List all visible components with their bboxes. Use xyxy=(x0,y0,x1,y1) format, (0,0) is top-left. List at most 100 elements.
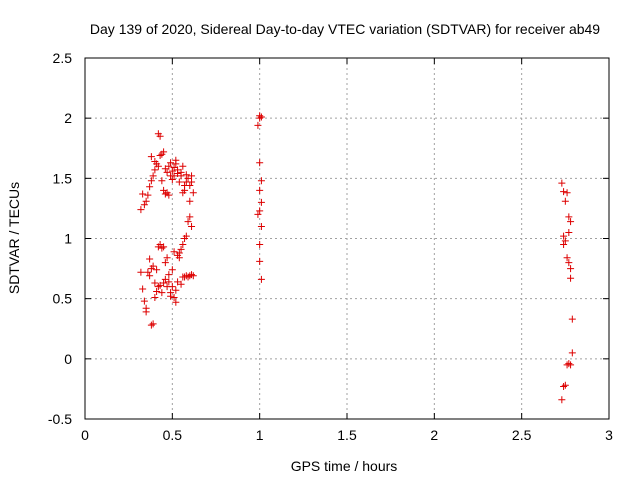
data-point xyxy=(182,232,190,240)
y-tick-label: -0.5 xyxy=(48,411,72,427)
data-point xyxy=(257,177,265,185)
data-point xyxy=(158,289,166,297)
data-point xyxy=(560,241,568,249)
data-point xyxy=(179,241,187,249)
x-tick-label: 1 xyxy=(256,427,264,443)
data-point xyxy=(172,298,180,306)
data-point xyxy=(149,262,157,270)
data-point xyxy=(156,132,164,140)
data-point xyxy=(158,177,166,185)
data-point xyxy=(146,272,154,280)
data-point xyxy=(565,259,573,267)
data-point xyxy=(137,206,145,214)
data-point xyxy=(257,222,265,230)
data-point xyxy=(256,241,264,249)
data-point xyxy=(563,254,571,262)
data-point xyxy=(156,151,164,159)
data-point xyxy=(165,278,173,286)
data-point xyxy=(168,283,176,291)
data-point xyxy=(151,166,159,174)
y-tick-label: 1 xyxy=(64,231,72,247)
data-point xyxy=(256,257,264,265)
data-point xyxy=(167,292,175,300)
data-point xyxy=(160,148,168,156)
data-point xyxy=(189,272,197,280)
data-point xyxy=(168,266,176,274)
y-axis-label: SDTVAR / TECUs xyxy=(6,182,22,294)
data-point xyxy=(161,190,169,198)
data-point xyxy=(144,268,152,276)
data-point xyxy=(560,232,568,240)
axis-ticks: 0 0.5 1 1.5 2 2.5 3 -0.5 0 0.5 1 1.5 2 2.5 xyxy=(48,50,613,443)
data-point xyxy=(563,361,571,369)
data-point xyxy=(153,287,161,295)
data-point xyxy=(256,159,264,167)
data-point xyxy=(568,315,576,323)
x-tick-label: 3 xyxy=(605,427,613,443)
x-tick-label: 2.5 xyxy=(512,427,532,443)
x-tick-label: 0 xyxy=(81,427,89,443)
data-point xyxy=(147,153,155,161)
data-point xyxy=(175,249,183,257)
data-point xyxy=(163,168,171,176)
grid xyxy=(85,58,609,419)
x-axis-label: GPS time / hours xyxy=(291,458,398,474)
data-point xyxy=(560,383,568,391)
data-point xyxy=(567,274,575,282)
data-point xyxy=(256,207,264,215)
data-point xyxy=(177,280,185,288)
data-point xyxy=(568,349,576,357)
data-point xyxy=(160,243,168,251)
data-point xyxy=(558,396,566,404)
data-point xyxy=(565,228,573,236)
data-point xyxy=(563,189,571,197)
data-points xyxy=(137,112,576,404)
data-point xyxy=(172,286,180,294)
data-point xyxy=(186,197,194,205)
data-point xyxy=(186,182,194,190)
data-point xyxy=(139,285,147,293)
data-point xyxy=(154,283,162,291)
data-point xyxy=(147,321,155,329)
data-point xyxy=(168,176,176,184)
data-point xyxy=(560,188,568,196)
data-point xyxy=(146,255,154,263)
x-tick-label: 0.5 xyxy=(163,427,183,443)
data-point xyxy=(142,197,150,205)
data-point xyxy=(561,197,569,205)
data-point xyxy=(160,279,168,287)
y-tick-label: 0 xyxy=(64,351,72,367)
data-point xyxy=(153,266,161,274)
data-point xyxy=(147,177,155,185)
y-tick-label: 2.5 xyxy=(53,50,73,66)
data-point xyxy=(167,159,175,167)
data-point xyxy=(168,167,176,175)
data-point xyxy=(170,248,178,256)
data-point xyxy=(151,279,159,287)
data-point xyxy=(182,171,190,179)
data-point xyxy=(144,191,152,199)
data-point xyxy=(149,172,157,180)
data-point xyxy=(154,162,162,170)
y-tick-label: 0.5 xyxy=(53,291,73,307)
data-point xyxy=(165,191,173,199)
data-point xyxy=(257,275,265,283)
data-point xyxy=(137,268,145,276)
data-point xyxy=(149,320,157,328)
data-point xyxy=(177,172,185,180)
x-tick-label: 1.5 xyxy=(337,427,357,443)
data-point xyxy=(142,308,150,316)
data-point xyxy=(177,245,185,253)
data-point xyxy=(257,198,265,206)
data-point xyxy=(165,271,173,279)
data-point xyxy=(140,297,148,305)
data-point xyxy=(161,259,169,267)
data-point xyxy=(179,162,187,170)
data-point xyxy=(188,222,196,230)
data-point xyxy=(188,172,196,180)
data-point xyxy=(163,254,171,262)
data-point xyxy=(565,360,573,368)
data-point xyxy=(256,186,264,194)
data-point xyxy=(567,218,575,226)
